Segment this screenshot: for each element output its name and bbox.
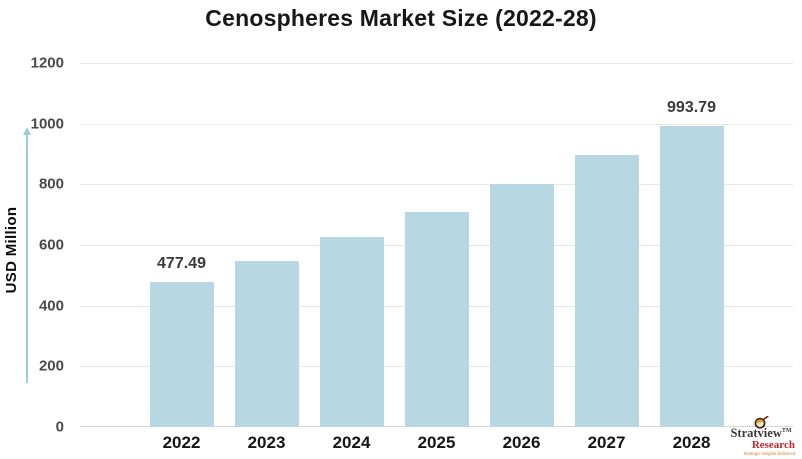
logo-sub-name: Research xyxy=(751,439,795,452)
logo-trademark: TM xyxy=(781,427,792,434)
bar-2026 xyxy=(489,184,554,427)
x-tick-2027: 2027 xyxy=(587,433,626,452)
x-tick-2025: 2025 xyxy=(417,433,456,452)
y-tick-400: 400 xyxy=(38,297,64,315)
logo-brand-name: StratviewTM xyxy=(725,416,797,440)
y-axis-tick-labels: 0 200 400 600 800 1000 1200 xyxy=(0,55,64,436)
arrow-up-icon xyxy=(23,127,31,135)
bar-label-2022: 477.49 xyxy=(157,255,206,273)
bar-2028 xyxy=(659,125,724,427)
gridline-1200 xyxy=(80,63,793,64)
y-tick-200: 200 xyxy=(38,357,64,375)
bar-2024 xyxy=(319,237,384,427)
bar-2023 xyxy=(234,261,299,427)
logo-tagline: Strategic Insights Delivered xyxy=(743,451,796,457)
bar-2027 xyxy=(574,155,639,427)
x-tick-2024: 2024 xyxy=(332,433,371,452)
logo-brand-text: Stratview xyxy=(730,426,782,441)
plot-area: 477.49 993.79 xyxy=(80,63,793,427)
y-tick-0: 0 xyxy=(55,418,64,436)
bar-2025 xyxy=(404,211,469,427)
y-tick-800: 800 xyxy=(38,175,64,193)
x-tick-2022: 2022 xyxy=(162,433,201,452)
gridline-800 xyxy=(80,184,793,186)
y-tick-1200: 1200 xyxy=(30,54,64,72)
y-axis-arrow xyxy=(23,127,31,383)
gridline-1000 xyxy=(80,123,793,125)
magnifier-icon xyxy=(754,416,769,429)
brand-logo: StratviewTM Research Strategic Insights … xyxy=(725,416,797,457)
y-tick-1000: 1000 xyxy=(30,115,64,133)
x-tick-2028: 2028 xyxy=(672,433,711,452)
chart-title: Cenospheres Market Size (2022-28) xyxy=(205,5,597,31)
x-tick-2026: 2026 xyxy=(502,433,541,452)
bar-label-2028: 993.79 xyxy=(667,98,716,116)
x-tick-2023: 2023 xyxy=(247,433,286,452)
bar-2022 xyxy=(149,282,214,427)
y-tick-600: 600 xyxy=(38,236,64,254)
